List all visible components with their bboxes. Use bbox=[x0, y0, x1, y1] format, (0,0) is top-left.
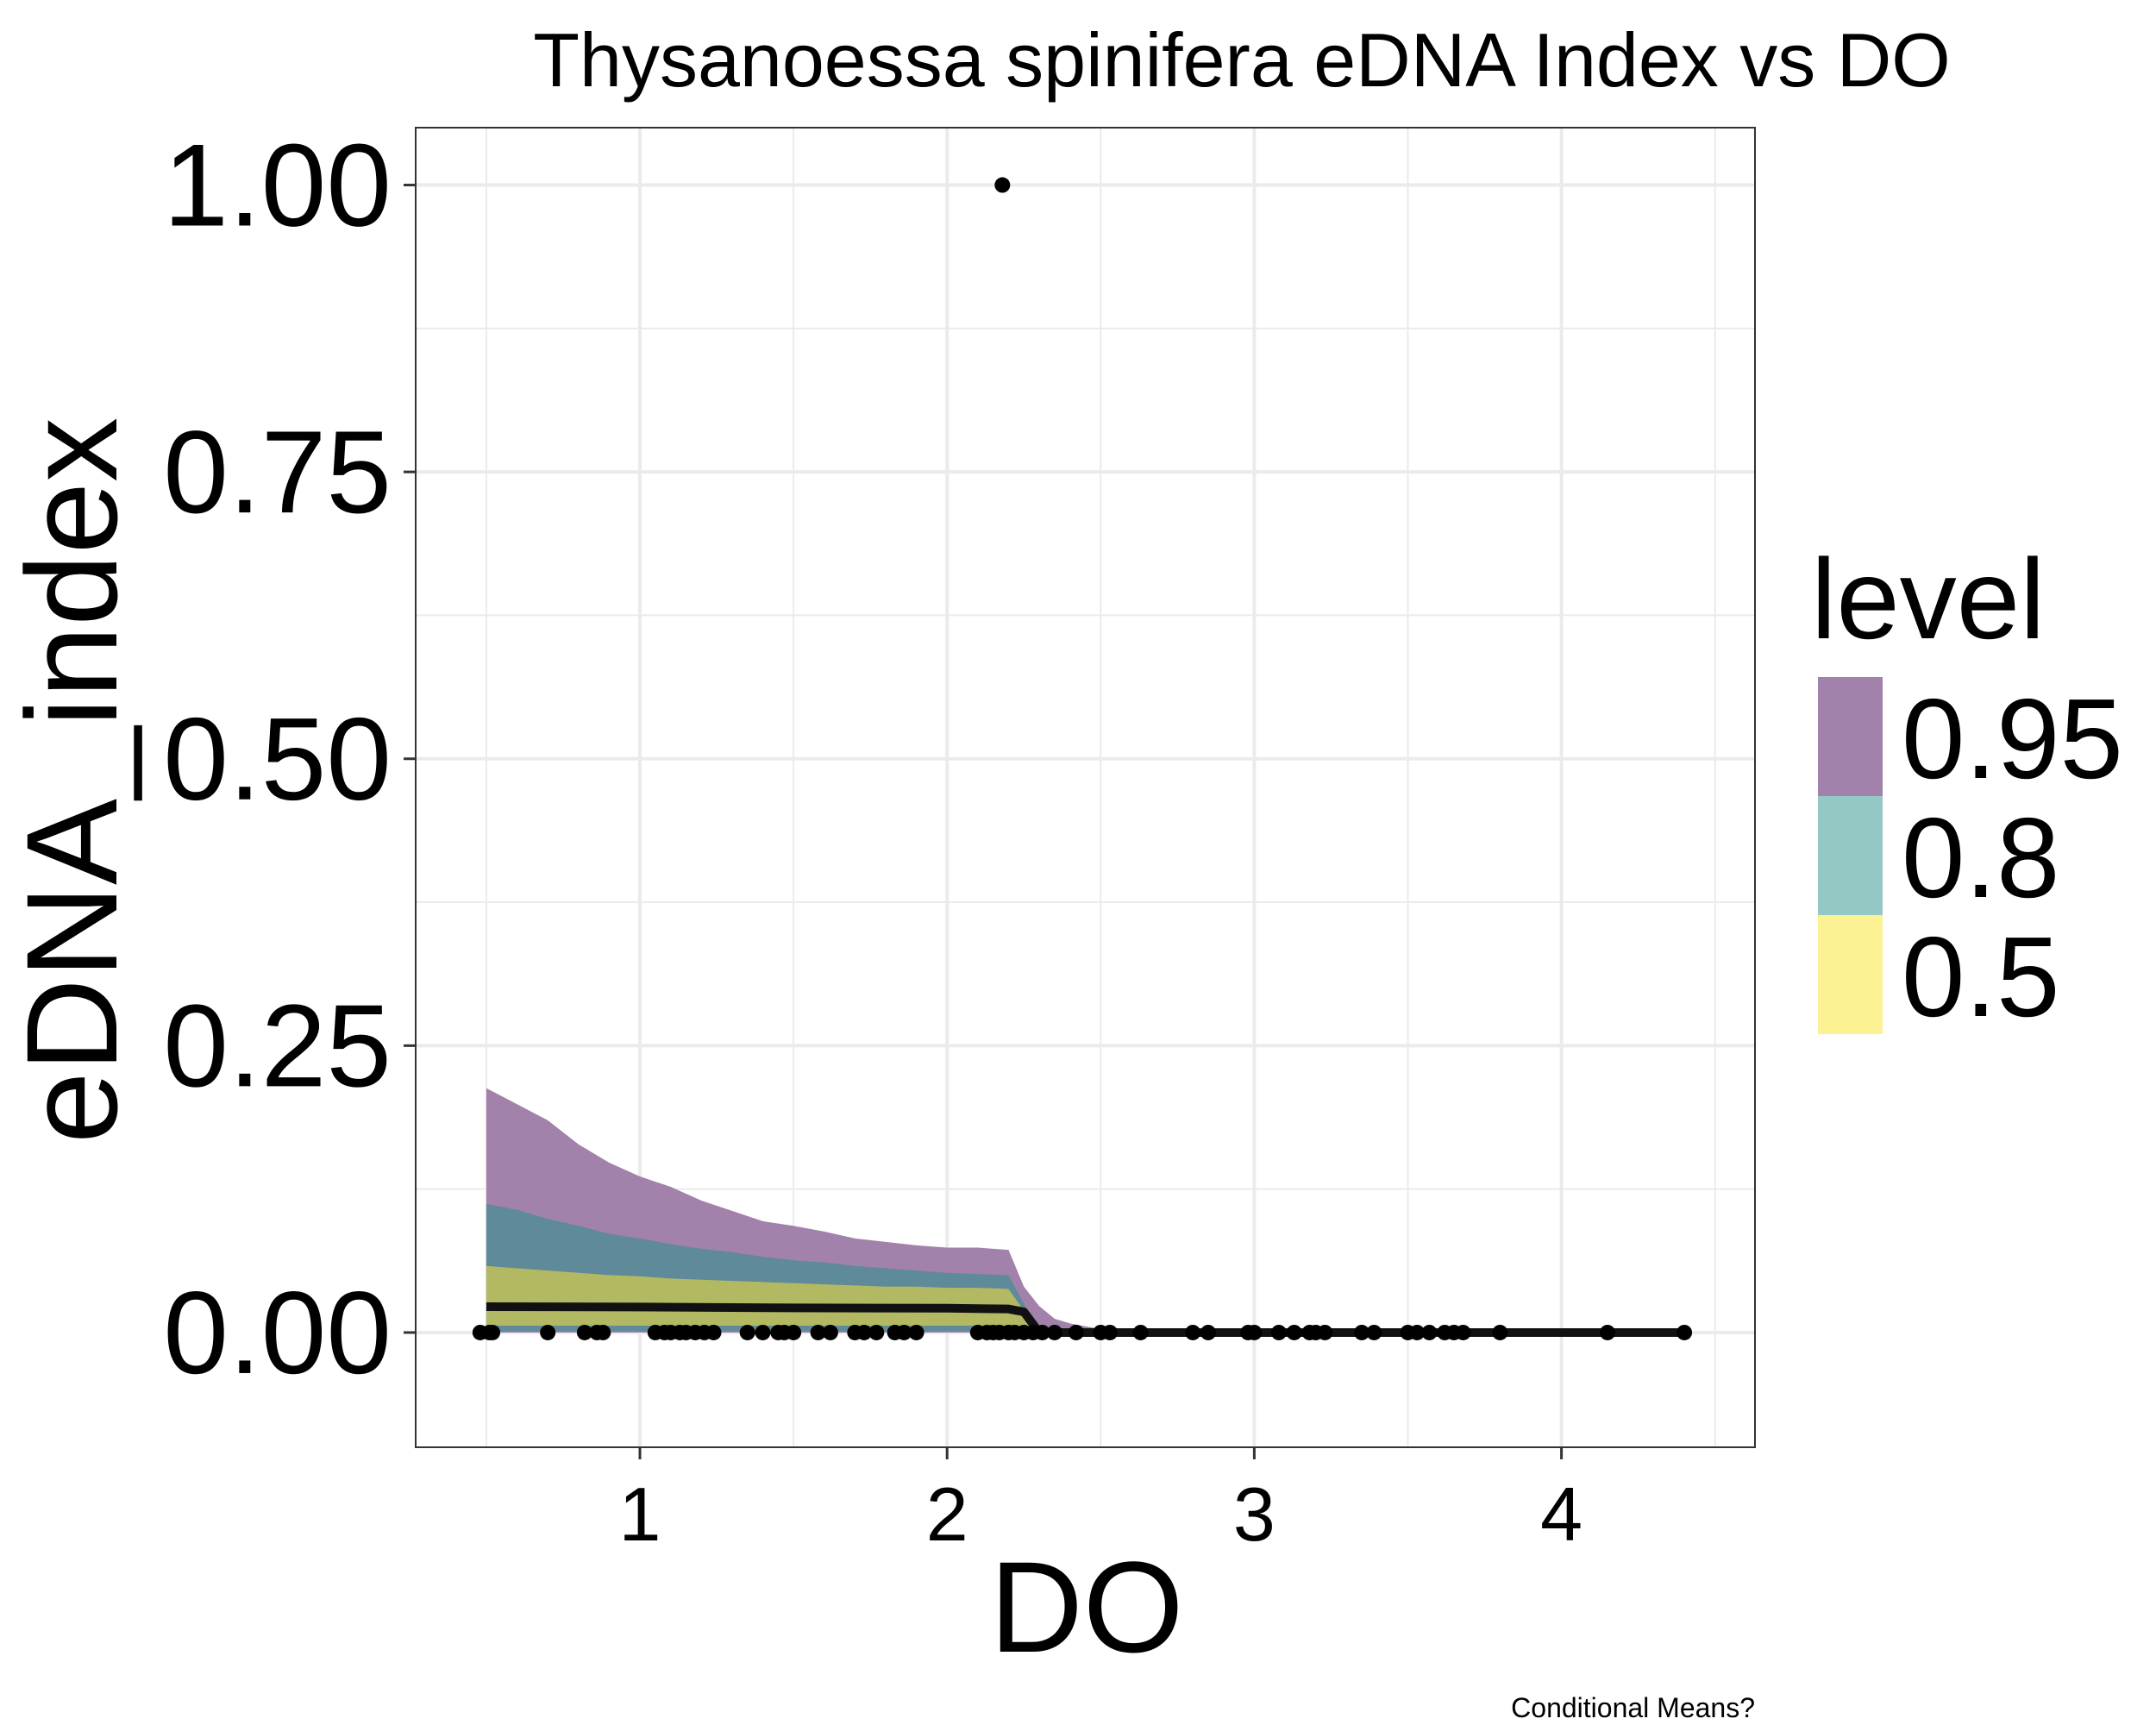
legend-label: 0.95 bbox=[1902, 675, 2123, 802]
ribbon-band-0_5 bbox=[486, 1265, 1040, 1333]
x-tick-label: 2 bbox=[926, 1471, 968, 1557]
data-point bbox=[485, 1324, 501, 1340]
data-point bbox=[1068, 1324, 1084, 1340]
data-point bbox=[1046, 1324, 1062, 1340]
data-point bbox=[822, 1324, 838, 1340]
data-point bbox=[1421, 1324, 1438, 1340]
data-point bbox=[540, 1324, 556, 1340]
data-point bbox=[595, 1324, 611, 1340]
data-point bbox=[1034, 1324, 1050, 1340]
data-point bbox=[1492, 1324, 1508, 1340]
data-point bbox=[1354, 1324, 1370, 1340]
band-layer bbox=[486, 1088, 1685, 1333]
panel-border bbox=[415, 127, 1756, 1448]
legend-items: 0.950.80.5 bbox=[1818, 675, 2123, 1040]
point-layer bbox=[472, 177, 1693, 1340]
x-tick-label: 1 bbox=[619, 1471, 661, 1557]
data-point bbox=[1455, 1324, 1471, 1340]
legend-label: 0.8 bbox=[1902, 794, 2060, 921]
data-point bbox=[739, 1324, 755, 1340]
caption: Conditional Means? bbox=[1511, 1692, 1755, 1723]
legend-key-0_8 bbox=[1818, 796, 1883, 915]
data-point bbox=[908, 1324, 924, 1340]
y-tick-label: 0.00 bbox=[163, 1267, 392, 1398]
y-tick-label: 0.75 bbox=[163, 406, 392, 537]
x-axis-title: DO bbox=[990, 1534, 1184, 1679]
legend-key-0_95 bbox=[1818, 677, 1883, 796]
x-tick-label: 4 bbox=[1540, 1471, 1583, 1557]
data-point bbox=[786, 1324, 802, 1340]
legend: level 0.950.80.5 bbox=[1811, 536, 2123, 1040]
data-point bbox=[1101, 1324, 1118, 1340]
data-point bbox=[856, 1324, 873, 1340]
data-point bbox=[1317, 1324, 1333, 1340]
data-point bbox=[1600, 1324, 1616, 1340]
legend-label: 0.5 bbox=[1902, 913, 2060, 1040]
x-tick-label: 3 bbox=[1233, 1471, 1275, 1557]
legend-key-0_5 bbox=[1818, 915, 1883, 1034]
data-point bbox=[755, 1324, 771, 1340]
chart-title: Thysanoessa spinifera eDNA Index vs DO bbox=[533, 17, 1950, 103]
y-tick-label: 1.00 bbox=[163, 120, 392, 251]
y-tick-label: 0.25 bbox=[163, 980, 392, 1111]
data-point bbox=[1185, 1324, 1201, 1340]
data-point bbox=[1200, 1324, 1216, 1340]
data-point bbox=[705, 1324, 722, 1340]
data-point bbox=[810, 1324, 826, 1340]
legend-title: level bbox=[1811, 536, 2045, 662]
y-axis-title: eDNA_index bbox=[0, 417, 144, 1144]
axis-layer: 0.00 0.25 0.50 0.75 1.00 1 2 3 4 bbox=[163, 120, 1583, 1557]
data-point bbox=[896, 1324, 912, 1340]
data-point bbox=[1286, 1324, 1302, 1340]
data-point bbox=[868, 1324, 885, 1340]
data-point bbox=[1366, 1324, 1382, 1340]
y-tick-label: 0.50 bbox=[163, 693, 392, 825]
data-point bbox=[1270, 1324, 1287, 1340]
data-point bbox=[1246, 1324, 1263, 1340]
data-point bbox=[994, 177, 1011, 193]
data-point bbox=[1409, 1324, 1426, 1340]
data-point bbox=[1677, 1324, 1693, 1340]
data-point bbox=[1132, 1324, 1149, 1340]
data-point bbox=[576, 1324, 592, 1340]
